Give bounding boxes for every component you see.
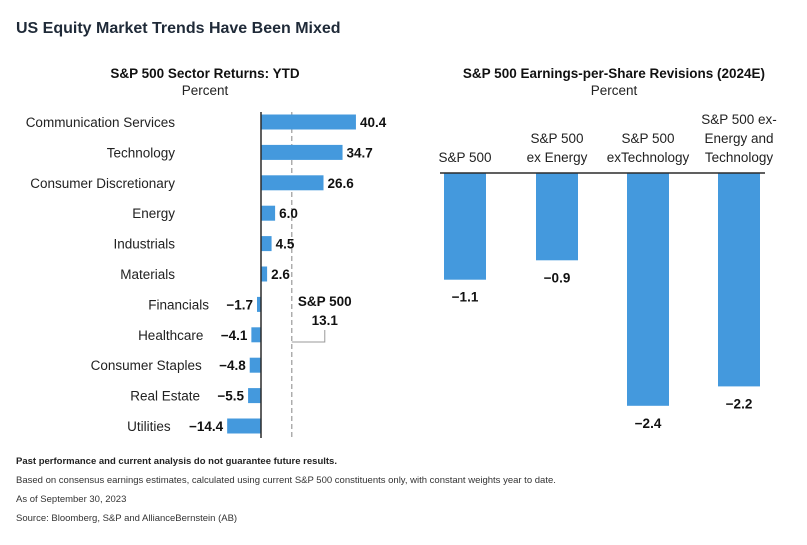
bar — [261, 144, 343, 160]
data-label: −2.4 — [635, 416, 662, 431]
bar — [227, 418, 261, 434]
data-label: −5.5 — [217, 389, 244, 404]
bar — [261, 236, 272, 252]
category-label: Technology — [705, 150, 774, 165]
bar — [718, 173, 760, 387]
bar — [261, 266, 268, 282]
data-label: −0.9 — [544, 270, 571, 285]
bar — [444, 173, 486, 280]
bar — [261, 205, 276, 221]
category-label: Energy — [132, 206, 175, 221]
methodology-note: Based on consensus earnings estimates, c… — [16, 475, 556, 486]
category-label: Healthcare — [138, 328, 203, 343]
category-label: Consumer Staples — [91, 358, 202, 373]
category-label: ex Energy — [527, 150, 588, 165]
bar — [251, 327, 261, 343]
category-label: Utilities — [127, 419, 171, 434]
reference-leader — [291, 330, 326, 343]
source-note: Source: Bloomberg, S&P and AllianceBerns… — [16, 513, 238, 524]
left-chart-title: S&P 500 Sector Returns: YTD — [110, 66, 300, 81]
bar — [536, 173, 578, 261]
data-label: 2.6 — [271, 267, 290, 282]
data-label: 4.5 — [276, 237, 295, 252]
category-label: Financials — [148, 297, 209, 312]
category-label: Consumer Discretionary — [30, 176, 175, 191]
page-title: US Equity Market Trends Have Been Mixed — [16, 20, 341, 37]
right-chart-title: S&P 500 Earnings-per-Share Revisions (20… — [463, 66, 765, 81]
category-label: Communication Services — [26, 115, 176, 130]
bar — [261, 175, 324, 191]
left-chart-subtitle: Percent — [182, 83, 229, 98]
disclaimer-note: Past performance and current analysis do… — [16, 456, 337, 467]
category-label: Technology — [107, 145, 176, 160]
bar — [257, 296, 261, 312]
right-chart-subtitle: Percent — [591, 83, 638, 98]
data-label: −4.8 — [219, 358, 246, 373]
data-label: −4.1 — [221, 328, 248, 343]
data-label: −1.7 — [226, 297, 253, 312]
data-label: −14.4 — [189, 419, 224, 434]
reference-label: S&P 500 — [298, 294, 352, 309]
category-label: Real Estate — [130, 389, 200, 404]
bar — [627, 173, 669, 406]
as-of-note: As of September 30, 2023 — [16, 494, 127, 505]
category-label: S&P 500 ex- — [701, 112, 777, 127]
bar — [261, 114, 356, 130]
data-label: 6.0 — [279, 206, 298, 221]
category-label: Energy and — [704, 131, 773, 146]
data-label: 34.7 — [347, 145, 373, 160]
data-label: −1.1 — [452, 290, 479, 305]
data-label: −2.2 — [726, 396, 753, 411]
bar — [248, 388, 261, 404]
category-label: S&P 500 — [438, 150, 491, 165]
data-label: 40.4 — [360, 115, 387, 130]
bar — [249, 357, 261, 373]
category-label: S&P 500 — [530, 131, 583, 146]
reference-value-label: 13.1 — [312, 313, 339, 328]
category-label: Materials — [120, 267, 175, 282]
category-label: exTechnology — [607, 150, 690, 165]
data-label: 26.6 — [328, 176, 355, 191]
category-label: S&P 500 — [621, 131, 674, 146]
footnotes: Past performance and current analysis do… — [16, 456, 776, 532]
category-label: Industrials — [113, 237, 175, 252]
